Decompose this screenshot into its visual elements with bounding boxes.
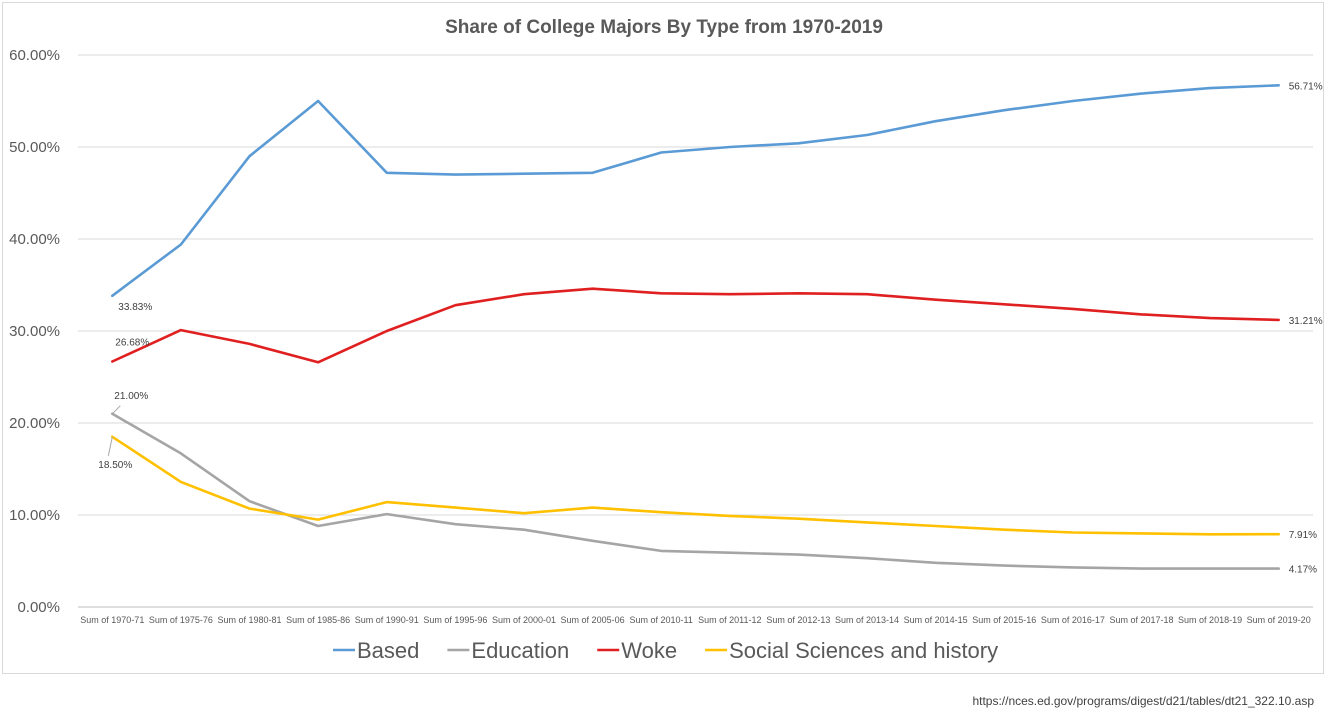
data-label: 21.00%: [114, 391, 148, 402]
series-line-education: [111, 412, 1280, 570]
x-tick-label: Sum of 1980-81: [218, 615, 282, 625]
x-tick-label: Sum of 2010-11: [630, 615, 693, 625]
series-lines: [111, 84, 1280, 570]
y-tick-label: 30.00%: [9, 323, 60, 340]
x-tick-label: Sum of 2000-01: [492, 615, 556, 625]
label-leader-line: [107, 436, 113, 456]
x-tick-label: Sum of 2012-13: [766, 615, 830, 625]
x-tick-label: Sum of 2005-06: [561, 615, 625, 625]
y-tick-label: 60.00%: [9, 47, 60, 64]
x-tick-label: Sum of 2019-20: [1247, 615, 1311, 625]
label-leader-line: [111, 405, 121, 415]
data-label: 56.71%: [1289, 81, 1323, 92]
legend-label: Education: [471, 638, 569, 663]
x-tick-label: Sum of 1975-76: [149, 615, 213, 625]
legend-label: Based: [357, 638, 419, 663]
line-chart: Share of College Majors By Type from 197…: [9, 17, 1323, 663]
data-label: 31.21%: [1289, 316, 1323, 327]
x-tick-label: Sum of 2011-12: [698, 615, 761, 625]
legend: Based Education Woke Social Sciences and hi…: [333, 638, 998, 663]
x-tick-label: Sum of 1990-91: [355, 615, 419, 625]
y-tick-label: 40.00%: [9, 231, 60, 248]
data-label: 26.68%: [115, 338, 149, 349]
y-tick-label: 0.00%: [17, 599, 60, 616]
gridlines: [78, 54, 1313, 608]
x-tick-label: Sum of 2013-14: [835, 615, 899, 625]
legend-label: Woke: [621, 638, 677, 663]
legend-label: Social Sciences and history: [729, 638, 998, 663]
source-url: https://nces.ed.gov/programs/digest/d21/…: [972, 694, 1314, 708]
series-line-woke: [111, 287, 1280, 364]
x-tick-label: Sum of 1995-96: [423, 615, 487, 625]
chart-area: Share of College Majors By Type from 197…: [2, 2, 1324, 674]
data-label: 7.91%: [1289, 530, 1317, 541]
series-line-based: [111, 84, 1280, 298]
data-label: 18.50%: [98, 460, 132, 471]
x-tick-label: Sum of 2015-16: [972, 615, 1036, 625]
data-labels: 33.83% 56.71% 21.00% 4.17% 26.68% 31.21% 18.50…: [98, 81, 1322, 575]
x-tick-label: Sum of 2014-15: [904, 615, 968, 625]
y-tick-label: 10.00%: [9, 507, 60, 524]
series-line-social-sciences-and-history: [111, 435, 1280, 536]
x-axis-ticks: Sum of 1970-71 Sum of 1975-76 Sum of 1980-…: [80, 615, 1310, 625]
y-tick-label: 50.00%: [9, 139, 60, 156]
data-label: 33.83%: [118, 302, 152, 313]
chart-title: Share of College Majors By Type from 197…: [445, 17, 883, 38]
y-axis-ticks: 0.00% 10.00% 20.00% 30.00% 40.00% 50.00% 60.00…: [9, 47, 60, 616]
x-tick-label: Sum of 2017-18: [1109, 615, 1173, 625]
x-tick-label: Sum of 1970-71: [80, 615, 144, 625]
data-label: 4.17%: [1289, 565, 1317, 576]
x-tick-label: Sum of 2016-17: [1041, 615, 1105, 625]
x-tick-label: Sum of 1985-86: [286, 615, 350, 625]
y-tick-label: 20.00%: [9, 415, 60, 432]
x-tick-label: Sum of 2018-19: [1178, 615, 1242, 625]
